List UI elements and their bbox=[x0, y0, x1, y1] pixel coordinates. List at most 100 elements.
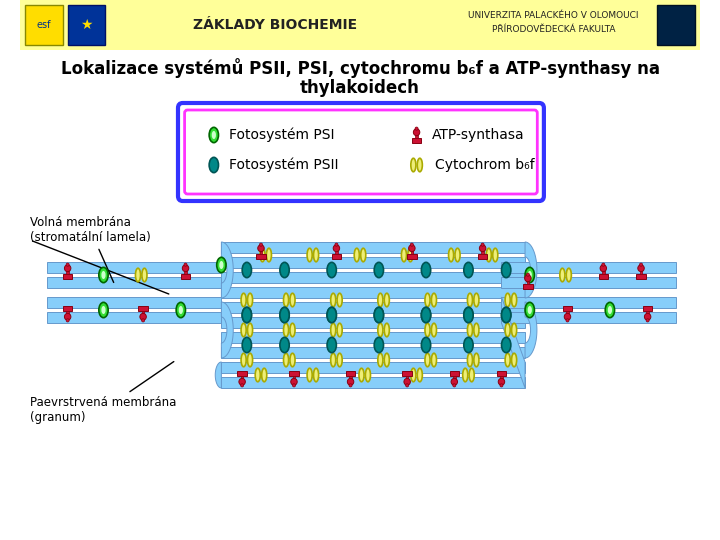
Circle shape bbox=[566, 319, 569, 322]
Ellipse shape bbox=[280, 307, 289, 322]
Circle shape bbox=[140, 313, 146, 320]
Ellipse shape bbox=[102, 306, 106, 314]
Circle shape bbox=[480, 245, 486, 252]
Circle shape bbox=[525, 275, 531, 282]
Ellipse shape bbox=[261, 368, 266, 382]
Circle shape bbox=[66, 319, 69, 322]
Ellipse shape bbox=[411, 368, 416, 382]
FancyBboxPatch shape bbox=[335, 250, 338, 254]
Ellipse shape bbox=[241, 293, 246, 307]
Ellipse shape bbox=[307, 248, 312, 262]
Ellipse shape bbox=[378, 353, 383, 367]
FancyBboxPatch shape bbox=[66, 311, 69, 315]
FancyBboxPatch shape bbox=[412, 138, 421, 143]
Ellipse shape bbox=[408, 248, 413, 262]
Ellipse shape bbox=[421, 307, 431, 322]
FancyBboxPatch shape bbox=[293, 376, 295, 380]
Ellipse shape bbox=[505, 323, 510, 337]
Ellipse shape bbox=[374, 338, 384, 353]
Ellipse shape bbox=[502, 307, 511, 322]
FancyBboxPatch shape bbox=[47, 312, 221, 323]
Ellipse shape bbox=[330, 323, 336, 337]
FancyBboxPatch shape bbox=[260, 250, 262, 254]
Ellipse shape bbox=[280, 338, 289, 353]
Ellipse shape bbox=[242, 307, 251, 322]
FancyBboxPatch shape bbox=[408, 254, 417, 259]
Ellipse shape bbox=[290, 353, 295, 367]
Ellipse shape bbox=[464, 262, 473, 278]
Ellipse shape bbox=[209, 157, 218, 173]
FancyBboxPatch shape bbox=[501, 312, 676, 323]
FancyBboxPatch shape bbox=[346, 372, 355, 376]
Text: ZÁKLADY BIOCHEMIE: ZÁKLADY BIOCHEMIE bbox=[193, 18, 357, 32]
Ellipse shape bbox=[374, 307, 384, 322]
Circle shape bbox=[240, 384, 243, 387]
Ellipse shape bbox=[280, 307, 289, 322]
Ellipse shape bbox=[242, 307, 251, 322]
Ellipse shape bbox=[365, 368, 371, 382]
FancyBboxPatch shape bbox=[636, 274, 646, 279]
Ellipse shape bbox=[99, 267, 108, 282]
Ellipse shape bbox=[290, 323, 295, 337]
Circle shape bbox=[292, 384, 295, 387]
Ellipse shape bbox=[284, 353, 289, 367]
Ellipse shape bbox=[486, 248, 491, 262]
Ellipse shape bbox=[330, 353, 336, 367]
Ellipse shape bbox=[142, 268, 147, 282]
Ellipse shape bbox=[401, 248, 407, 262]
Ellipse shape bbox=[337, 293, 342, 307]
Circle shape bbox=[638, 265, 644, 272]
Text: Lokalizace systémů PSII, PSI, cytochromu b₆f a ATP-synthasy na: Lokalizace systémů PSII, PSI, cytochromu… bbox=[60, 58, 660, 78]
Ellipse shape bbox=[266, 248, 271, 262]
Ellipse shape bbox=[502, 307, 511, 322]
FancyBboxPatch shape bbox=[221, 377, 525, 388]
Polygon shape bbox=[525, 242, 537, 298]
Ellipse shape bbox=[384, 323, 390, 337]
Ellipse shape bbox=[217, 258, 226, 273]
FancyBboxPatch shape bbox=[501, 262, 676, 273]
Ellipse shape bbox=[608, 306, 612, 314]
Ellipse shape bbox=[464, 338, 473, 353]
FancyBboxPatch shape bbox=[221, 332, 525, 343]
Ellipse shape bbox=[474, 293, 479, 307]
Ellipse shape bbox=[502, 262, 511, 278]
FancyBboxPatch shape bbox=[602, 270, 605, 274]
Ellipse shape bbox=[505, 353, 510, 367]
Ellipse shape bbox=[421, 307, 431, 322]
Text: Paevrstrvená membrána
(granum): Paevrstrvená membrána (granum) bbox=[30, 362, 176, 424]
Circle shape bbox=[453, 384, 456, 387]
Ellipse shape bbox=[248, 353, 253, 367]
FancyBboxPatch shape bbox=[221, 242, 525, 253]
Ellipse shape bbox=[512, 323, 517, 337]
FancyBboxPatch shape bbox=[142, 311, 145, 315]
FancyBboxPatch shape bbox=[402, 372, 412, 376]
FancyBboxPatch shape bbox=[500, 376, 503, 380]
Circle shape bbox=[413, 129, 420, 136]
FancyBboxPatch shape bbox=[657, 5, 695, 45]
Ellipse shape bbox=[425, 323, 430, 337]
FancyBboxPatch shape bbox=[453, 376, 456, 380]
Ellipse shape bbox=[284, 323, 289, 337]
Ellipse shape bbox=[455, 248, 460, 262]
Text: Volná membrána
(stromatální lamela): Volná membrána (stromatální lamela) bbox=[30, 216, 150, 282]
Text: Cytochrom b₆f: Cytochrom b₆f bbox=[436, 158, 535, 172]
Ellipse shape bbox=[467, 293, 472, 307]
Circle shape bbox=[409, 245, 415, 252]
Ellipse shape bbox=[467, 353, 472, 367]
Circle shape bbox=[333, 245, 340, 252]
Circle shape bbox=[347, 379, 354, 385]
FancyBboxPatch shape bbox=[184, 270, 186, 274]
Circle shape bbox=[259, 243, 263, 246]
Text: UNIVERZITA PALACKÉHO V OLOMOUCI: UNIVERZITA PALACKÉHO V OLOMOUCI bbox=[468, 11, 639, 21]
Text: ATP-synthasa: ATP-synthasa bbox=[432, 128, 524, 142]
Ellipse shape bbox=[359, 368, 364, 382]
Circle shape bbox=[646, 319, 649, 322]
Ellipse shape bbox=[220, 261, 223, 269]
FancyBboxPatch shape bbox=[63, 306, 72, 311]
Ellipse shape bbox=[99, 302, 108, 318]
FancyBboxPatch shape bbox=[643, 306, 652, 311]
FancyBboxPatch shape bbox=[289, 372, 299, 376]
Circle shape bbox=[184, 263, 187, 266]
Ellipse shape bbox=[464, 307, 473, 322]
Circle shape bbox=[639, 263, 642, 266]
